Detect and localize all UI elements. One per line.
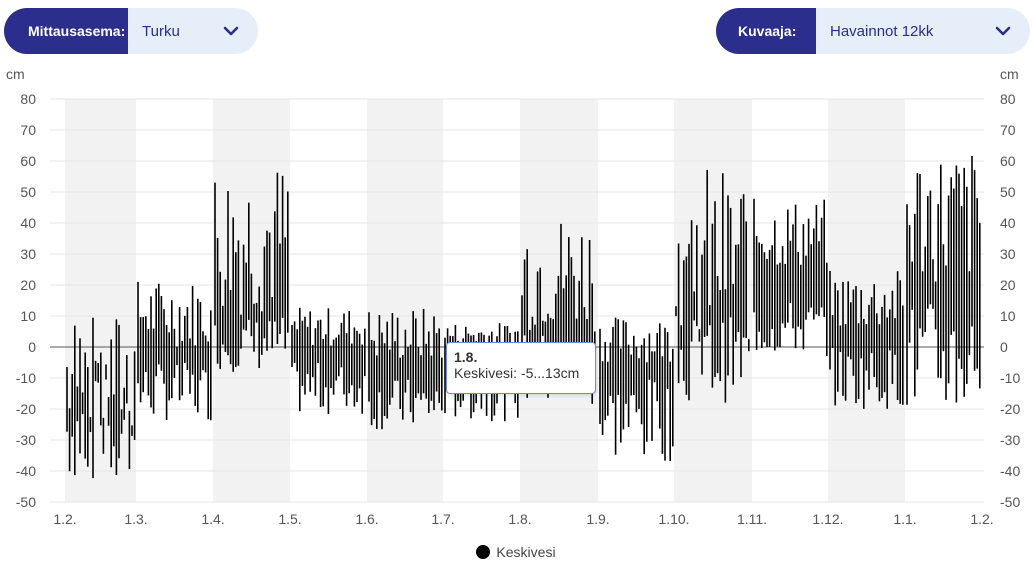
x-tick-label: 1.8. (508, 511, 531, 527)
graph-selector[interactable]: Kuvaaja: Havainnot 12kk (716, 8, 1030, 54)
y-tick-label-left: -40 (16, 463, 36, 479)
y-tick-label-left: -10 (16, 370, 36, 386)
y-tick-label-left: 80 (20, 91, 36, 107)
y-tick-label-right: -50 (1000, 494, 1020, 510)
y-tick-label-right: 20 (1000, 277, 1016, 293)
y-tick-label-left: 60 (20, 153, 36, 169)
y-tick-label-right: 30 (1000, 246, 1016, 262)
x-tick-label: 1.2. (970, 511, 993, 527)
y-tick-label-left: -50 (16, 494, 36, 510)
water-level-chart: 80 80 70 70 60 60 50 50 40 40 30 30 20 20 10 10 0 0 -10 -10… (6, 66, 1020, 527)
y-tick-label-left: -20 (16, 401, 36, 417)
y-tick-label-left: 10 (20, 308, 36, 324)
y-tick-label-right: 0 (1000, 339, 1008, 355)
chevron-down-icon[interactable] (222, 22, 240, 40)
y-tick-label-right: -20 (1000, 401, 1020, 417)
tooltip-title: 1.8. (454, 349, 478, 365)
station-selector[interactable]: Mittausasema: Turku (4, 8, 258, 54)
y-tick-label-left: 50 (20, 184, 36, 200)
x-tick-label: 1.2. (53, 511, 76, 527)
y-tick-label-right: 80 (1000, 91, 1016, 107)
y-unit-right: cm (1000, 66, 1019, 82)
month-band (65, 99, 136, 502)
x-tick-label: 1.10. (658, 511, 689, 527)
y-tick-label-right: -30 (1000, 432, 1020, 448)
y-tick-label-left: 0 (28, 339, 36, 355)
x-tick-label: 1.1. (893, 511, 916, 527)
station-value: Turku (142, 22, 180, 40)
tooltip-text: Keskivesi: -5...13cm (454, 365, 580, 381)
y-tick-label-right: 10 (1000, 308, 1016, 324)
x-tick-label: 1.3. (124, 511, 147, 527)
y-tick-label-left: -30 (16, 432, 36, 448)
x-tick-label: 1.9. (586, 511, 609, 527)
x-tick-label: 1.12. (812, 511, 843, 527)
legend-dot-icon (476, 545, 491, 559)
y-tick-label-left: 30 (20, 246, 36, 262)
x-tick-label: 1.5. (278, 511, 301, 527)
y-tick-label-right: -40 (1000, 463, 1020, 479)
y-tick-label-right: 40 (1000, 215, 1016, 231)
y-unit-left: cm (6, 66, 25, 82)
month-band (367, 99, 443, 502)
chevron-down-icon[interactable] (994, 22, 1012, 40)
y-tick-label-right: 50 (1000, 184, 1016, 200)
y-tick-label-left: 40 (20, 215, 36, 231)
y-tick-label-left: 70 (20, 122, 36, 138)
graph-dropdown[interactable]: Havainnot 12kk (816, 8, 1030, 54)
y-tick-label-left: 20 (20, 277, 36, 293)
graph-value: Havainnot 12kk (830, 22, 934, 40)
graph-selector-label: Kuvaaja: (716, 8, 816, 54)
station-dropdown[interactable]: Turku (128, 8, 258, 54)
station-selector-label: Mittausasema: (4, 8, 128, 54)
chart-tooltip: 1.8. Keskivesi: -5...13cm (446, 342, 596, 394)
legend-label: Keskivesi (496, 544, 556, 560)
x-tick-label: 1.11. (737, 511, 767, 527)
y-tick-label-right: 60 (1000, 153, 1016, 169)
y-tick-label-right: 70 (1000, 122, 1016, 138)
x-tick-label: 1.7. (431, 511, 454, 527)
x-tick-label: 1.4. (201, 511, 224, 527)
y-tick-label-right: -10 (1000, 370, 1020, 386)
x-tick-label: 1.6. (355, 511, 378, 527)
month-band (828, 99, 905, 502)
chart-legend[interactable]: Keskivesi (0, 544, 1032, 560)
